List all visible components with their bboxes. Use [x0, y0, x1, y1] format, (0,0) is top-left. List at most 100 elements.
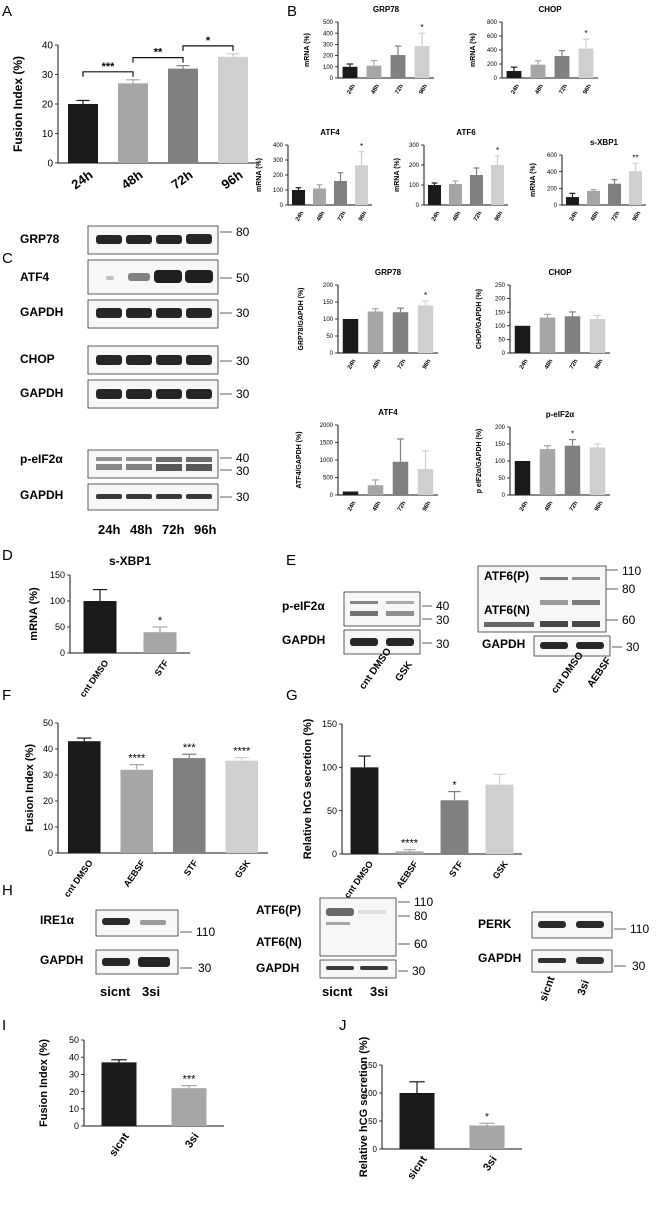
x-tick-label: 24h — [511, 83, 522, 95]
blot-marker: 110 — [622, 564, 641, 578]
blot-panel-h3: PERK 110 GAPDH 30 sicnt 3si — [478, 911, 649, 1003]
y-tick-label: 800 — [487, 20, 498, 26]
y-axis-label: mRNA (%) — [394, 158, 401, 192]
y-tick-label: 150 — [495, 310, 506, 316]
bar — [143, 632, 177, 653]
y-axis-label: p eIF2α/GAPDH (%) — [476, 429, 483, 494]
y-tick-label: 0 — [502, 493, 506, 499]
panel-letter-c: C — [2, 250, 13, 267]
y-tick-label: 200 — [495, 297, 506, 303]
y-tick-label: 100 — [495, 324, 506, 330]
chart-title: CHOP — [548, 268, 572, 277]
blot-marker: 110 — [414, 895, 433, 909]
y-tick-label: 100 — [50, 596, 65, 606]
x-tick-label: AEBSF — [394, 859, 420, 890]
bar — [390, 55, 406, 78]
chart-i: 0 10 20 30 40 50 Fusion Index (%) sicnt *** 3si — [38, 1035, 224, 1159]
bar — [539, 317, 556, 353]
x-tick-label: 48h — [590, 210, 601, 222]
x-tick-label: 48h — [118, 167, 145, 192]
chart-b5: 0 200 400 600 mRNA (%) s-XBP1 24h 48h 72h ** 96h — [530, 138, 646, 223]
x-tick-label: cnt DMSO — [342, 859, 375, 900]
blot-marker: 60 — [622, 613, 636, 627]
blot-marker: 80 — [622, 582, 636, 596]
y-tick-label: 300 — [273, 158, 284, 164]
bar — [485, 784, 514, 854]
y-tick-label: 150 — [495, 442, 506, 448]
x-tick-label: 24h — [519, 500, 530, 512]
y-tick-label: 100 — [364, 1089, 378, 1098]
y-tick-label: 200 — [273, 173, 284, 179]
x-tick-label: 48h — [372, 358, 383, 370]
chart-b2: 0 200 400 600 800 mRNA (%) CHOP 24h 48h 72h * 96h — [470, 5, 598, 96]
blot-label: CHOP — [20, 352, 55, 366]
x-tick-label: 24h — [347, 358, 358, 370]
x-tick-label: 24h — [347, 83, 358, 95]
bar — [350, 767, 379, 854]
x-tick-label: 72h — [559, 83, 570, 95]
blot-marker: 110 — [196, 925, 215, 939]
bar — [578, 48, 594, 78]
x-tick-label: 24h — [431, 210, 442, 222]
bar — [120, 769, 154, 853]
x-tick-label: 72h — [397, 358, 408, 370]
y-axis-label: CHOP/GAPDH (%) — [476, 289, 483, 349]
bar — [469, 175, 484, 205]
blot-bands — [540, 642, 604, 649]
bar — [342, 66, 358, 78]
bar — [565, 197, 580, 205]
blot-lane-label: 3si — [370, 984, 388, 999]
blot-label: p-eIF2α — [20, 452, 63, 466]
y-tick-label: 40 — [43, 744, 53, 754]
y-tick-label: 0 — [330, 493, 334, 499]
bar — [342, 491, 359, 495]
y-tick-label: 50 — [43, 718, 53, 728]
blot-bands — [102, 918, 166, 925]
panel-letter-d: D — [2, 547, 13, 564]
y-tick-label: 150 — [323, 300, 334, 306]
y-axis-label: ATF4/GAPDH (%) — [296, 431, 303, 488]
blot-lane-label: sicnt — [322, 984, 353, 999]
blot-label: GAPDH — [20, 386, 63, 400]
y-tick-label: 200 — [487, 62, 498, 68]
y-tick-label: 1000 — [320, 458, 334, 464]
panel-letter-g: G — [286, 687, 298, 704]
y-axis-label: Fusion Index (%) — [24, 744, 36, 832]
y-tick-label: 0 — [494, 76, 498, 82]
bar — [589, 319, 606, 353]
chart-title: ATF4 — [320, 128, 340, 137]
blot-marker: 110 — [630, 922, 649, 936]
blot-marker: 40 — [236, 451, 250, 465]
bar — [171, 1088, 207, 1126]
bar — [312, 188, 327, 205]
blot-marker: 30 — [412, 964, 426, 978]
y-tick-label: 30 — [43, 770, 53, 780]
y-tick-label: 0 — [554, 203, 558, 209]
bar — [440, 800, 469, 854]
blot-bands — [326, 966, 388, 970]
blot-lane-label: 96h — [194, 522, 216, 537]
x-tick-label: AEBSF — [122, 858, 148, 889]
bar — [118, 83, 148, 163]
y-tick-label: 200 — [495, 425, 506, 431]
y-tick-label: 200 — [547, 186, 558, 192]
blot-label: GAPDH — [282, 633, 325, 647]
blot-frame — [319, 897, 397, 957]
blot-panel-h2: ATF6(P) ATF6(N) 110 80 60 GAPDH 30 sicnt… — [256, 895, 433, 999]
significance-label: **** — [401, 838, 419, 850]
blot-marker: 30 — [436, 613, 450, 627]
y-tick-label: 600 — [547, 153, 558, 159]
bar — [291, 190, 306, 205]
significance-label: * — [584, 29, 587, 38]
bar — [506, 71, 522, 78]
x-tick-label: 72h — [168, 167, 195, 192]
chart-c1: 0 50 100 150 200 GRP78/GAPDH (%) GRP78 24h 48h 72… — [298, 268, 438, 371]
x-tick-label: 48h — [544, 358, 555, 370]
bar — [514, 461, 531, 495]
y-axis-label: mRNA (%) — [530, 163, 537, 197]
x-tick-label: 48h — [316, 210, 327, 222]
chart-title: CHOP — [538, 5, 562, 14]
blot-label: ATF4 — [20, 270, 49, 284]
blot-bands — [484, 577, 600, 627]
